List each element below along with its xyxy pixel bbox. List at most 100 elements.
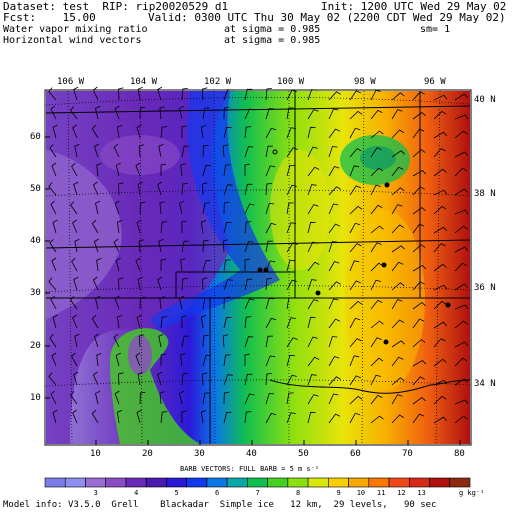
wind-barb: [70, 106, 78, 120]
wind-barb: [265, 183, 272, 196]
wind-barb: [244, 316, 252, 329]
wind-barb: [349, 148, 362, 158]
wind-barb: [370, 320, 384, 329]
colorbar-swatch: [267, 477, 289, 488]
wind-barb: [433, 243, 446, 253]
wind-barb: [160, 126, 168, 139]
wind-barb: [328, 261, 340, 272]
wind-barb: [223, 201, 230, 215]
wind-barb: [412, 149, 426, 158]
wind-barb: [349, 395, 363, 405]
colorbar-swatch: [368, 477, 390, 488]
wind-barb: [412, 111, 426, 120]
lon-label: 96 W: [424, 77, 446, 87]
wind-barb: [328, 223, 341, 234]
wind-barb: [181, 183, 188, 196]
wind-barb: [244, 163, 250, 176]
wind-barb: [72, 409, 78, 424]
wind-barb: [412, 223, 425, 234]
wind-barb: [307, 241, 318, 253]
wind-barb: [454, 320, 468, 329]
wind-barb: [391, 224, 405, 234]
wind-barb: [286, 242, 298, 253]
wind-barb: [181, 145, 190, 158]
wind-barb: [157, 371, 163, 386]
wind-barb: [454, 188, 468, 196]
wind-barb: [286, 354, 295, 367]
wind-barb: [73, 181, 79, 196]
wind-barb: [265, 355, 276, 367]
wind-barb: [113, 238, 120, 253]
wind-barb: [265, 222, 277, 234]
wind-barb: [95, 105, 101, 120]
wind-barb: [370, 374, 381, 386]
colorbar-swatch: [206, 477, 228, 488]
wind-barb: [307, 146, 318, 158]
wind-barb: [135, 257, 141, 272]
x-grid-label: 70: [402, 449, 413, 459]
wind-barb: [114, 200, 120, 215]
city-dot: [263, 267, 269, 273]
wind-barb: [454, 167, 468, 177]
wind-barb: [433, 321, 448, 329]
wind-barb: [159, 201, 165, 215]
y-grid-label: 60: [30, 132, 41, 142]
wind-barb: [328, 393, 339, 405]
wind-barb: [307, 89, 317, 101]
wind-barb: [328, 376, 341, 386]
wind-barb: [138, 334, 145, 348]
wind-barb: [370, 242, 382, 253]
wind-barb: [180, 258, 186, 272]
wind-barb: [223, 374, 233, 386]
wind-barb: [412, 281, 425, 291]
wind-barb: [370, 167, 384, 177]
colorbar-swatch: [307, 477, 329, 488]
wind-barb: [200, 125, 207, 139]
wind-barb: [51, 162, 57, 177]
wind-barb: [286, 127, 296, 139]
wind-barb: [433, 379, 448, 386]
wind-barb: [391, 414, 405, 424]
wind-barb: [328, 318, 341, 329]
wind-barb: [412, 396, 426, 405]
wind-barb: [118, 182, 124, 196]
wind-barb: [265, 165, 276, 177]
wind-barb: [180, 353, 186, 367]
wind-barb: [391, 261, 404, 272]
wind-barb: [181, 240, 190, 253]
wind-barb: [328, 241, 338, 253]
wind-barb: [181, 315, 187, 329]
wind-barb: [223, 221, 232, 234]
init-line: Init: 1200 UTC Wed 29 May 02: [321, 0, 507, 13]
wind-barb: [95, 390, 101, 405]
wind-barb: [118, 277, 124, 291]
wind-barb: [412, 244, 426, 253]
wind-barb: [433, 94, 448, 101]
wind-barb: [202, 297, 210, 310]
colorbar-tick-label: 7: [255, 489, 260, 497]
wind-barb: [70, 201, 78, 215]
wind-barb: [202, 334, 209, 348]
wind-barb: [391, 282, 405, 291]
wind-barb: [307, 166, 320, 177]
wind-barb: [139, 296, 146, 310]
wind-barb: [179, 105, 185, 120]
wind-barb: [412, 206, 426, 215]
wind-barb: [328, 203, 339, 215]
wind-barb: [454, 262, 468, 272]
wind-barb: [349, 355, 360, 367]
colorbar-swatch: [287, 477, 309, 488]
wind-barb: [137, 86, 143, 101]
wind-barb: [115, 162, 121, 177]
axis-ticks: [45, 136, 461, 445]
wind-barb: [137, 371, 143, 386]
wind-barb: [349, 412, 361, 424]
wind-barb: [202, 144, 209, 158]
lon-label: 98 W: [354, 77, 376, 87]
colorbar-tick-label: 5: [174, 489, 179, 497]
wind-barb: [286, 317, 296, 329]
wind-barb: [181, 335, 190, 348]
city-dot: [384, 182, 390, 188]
colorbar-tick-label: 12: [397, 489, 406, 497]
wind-barb: [95, 200, 101, 215]
